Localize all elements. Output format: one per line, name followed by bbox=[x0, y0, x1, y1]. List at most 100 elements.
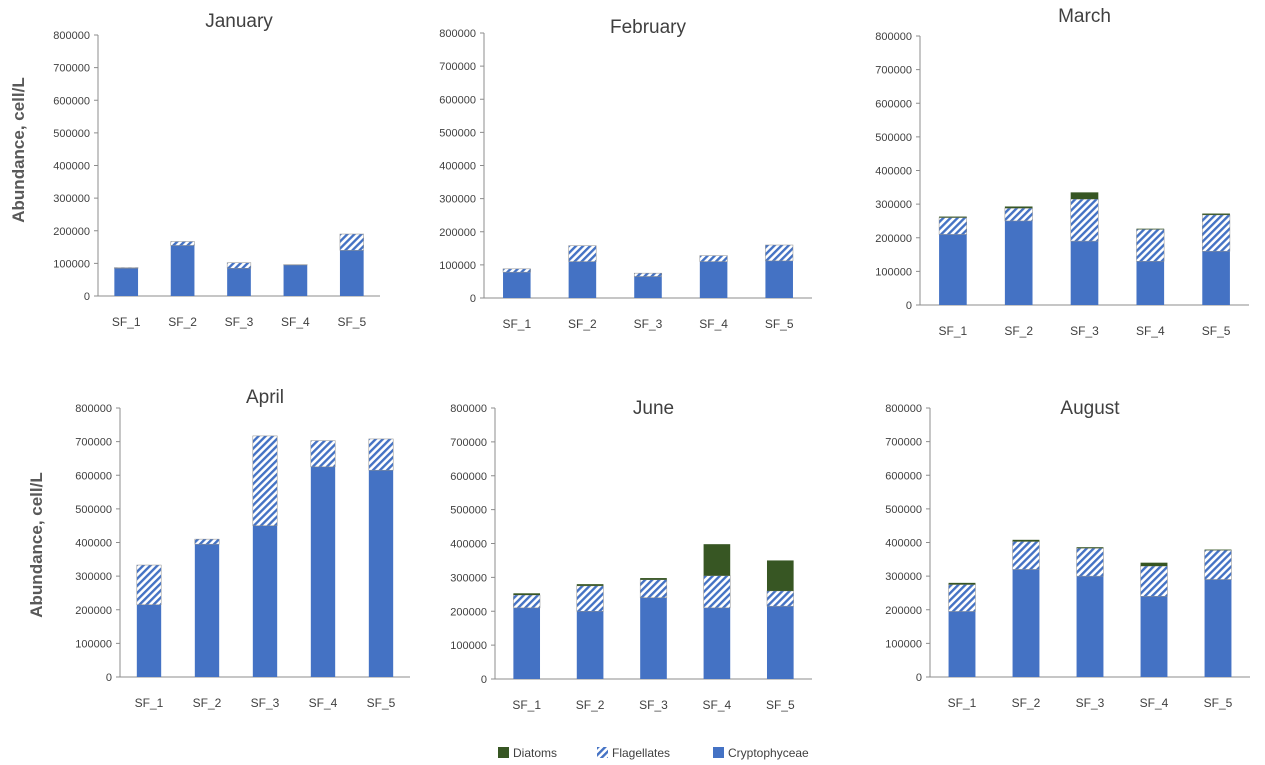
y-tick-label: 300000 bbox=[75, 571, 112, 583]
bar-diatoms-sf_3 bbox=[1076, 547, 1104, 549]
y-tick-label: 600000 bbox=[53, 95, 90, 107]
chart-panel-august: August 0 100000 200000 300000 400000 500000 600… bbox=[885, 398, 1250, 710]
bar-flagellates-sf_4 bbox=[703, 575, 731, 609]
x-tick-label: SF_5 bbox=[765, 317, 794, 331]
bar-cryptophyceae-sf_4 bbox=[1140, 596, 1168, 677]
chart-title: April bbox=[246, 387, 284, 408]
y-tick-label: 300000 bbox=[875, 199, 912, 211]
bar-cryptophyceae-sf_2 bbox=[1004, 220, 1033, 305]
chart-title: March bbox=[1058, 6, 1111, 27]
y-tick-label: 500000 bbox=[53, 128, 90, 140]
y-tick-label: 500000 bbox=[450, 505, 487, 517]
bar-flagellates-sf_5 bbox=[1204, 549, 1232, 580]
bar-flagellates-sf_5 bbox=[765, 244, 794, 262]
legend: Diatoms Flagellates Cryptophyceae bbox=[498, 746, 809, 760]
chart-title: August bbox=[1060, 398, 1120, 419]
x-tick-label: SF_3 bbox=[1076, 696, 1105, 710]
y-tick-label: 100000 bbox=[450, 640, 487, 652]
bar-diatoms-sf_4 bbox=[1140, 562, 1168, 567]
x-tick-label: SF_4 bbox=[699, 317, 728, 331]
y-tick-label: 800000 bbox=[439, 28, 476, 40]
bar-flagellates-sf_3 bbox=[226, 262, 252, 269]
y-tick-label: 0 bbox=[906, 300, 912, 312]
legend-label-cryptophyceae: Cryptophyceae bbox=[728, 746, 809, 760]
y-tick-label: 600000 bbox=[439, 94, 476, 106]
y-tick-label: 500000 bbox=[75, 504, 112, 516]
chart-title: January bbox=[205, 11, 273, 32]
bar-diatoms-sf_4 bbox=[1136, 228, 1165, 230]
y-tick-label: 0 bbox=[84, 291, 90, 303]
y-tick-label: 0 bbox=[106, 672, 112, 684]
y-tick-label: 400000 bbox=[875, 166, 912, 178]
bar-cryptophyceae-sf_2 bbox=[1012, 569, 1040, 677]
bar-diatoms-sf_2 bbox=[1012, 539, 1040, 542]
bar-diatoms-sf_4 bbox=[703, 544, 731, 576]
x-tick-label: SF_4 bbox=[1140, 696, 1169, 710]
bar-cryptophyceae-sf_3 bbox=[634, 276, 662, 298]
y-tick-label: 400000 bbox=[450, 539, 487, 551]
bar-flagellates-sf_3 bbox=[639, 579, 668, 598]
legend-label-diatoms: Diatoms bbox=[513, 746, 557, 760]
x-tick-label: SF_5 bbox=[337, 315, 366, 329]
x-tick-label: SF_1 bbox=[939, 324, 968, 338]
y-tick-label: 700000 bbox=[439, 61, 476, 73]
chart-panel-april: April 0 100000 200000 300000 400000 500000 6000… bbox=[75, 387, 410, 710]
x-tick-label: SF_3 bbox=[1070, 324, 1099, 338]
bar-diatoms-sf_1 bbox=[948, 582, 976, 585]
y-tick-label: 100000 bbox=[875, 266, 912, 278]
bar-cryptophyceae-sf_3 bbox=[227, 268, 251, 296]
bar-flagellates-sf_5 bbox=[766, 590, 794, 607]
y-tick-label: 400000 bbox=[53, 161, 90, 173]
y-tick-label: 600000 bbox=[450, 471, 487, 483]
y-tick-label: 300000 bbox=[439, 194, 476, 206]
y-tick-label: 200000 bbox=[885, 605, 922, 617]
y-tick-label: 200000 bbox=[875, 233, 912, 245]
y-tick-label: 600000 bbox=[75, 470, 112, 482]
bar-cryptophyceae-sf_1 bbox=[513, 607, 541, 679]
x-tick-label: SF_5 bbox=[367, 696, 396, 710]
bar-diatoms-sf_1 bbox=[939, 216, 967, 218]
x-tick-label: SF_1 bbox=[112, 315, 141, 329]
y-tick-label: 700000 bbox=[53, 63, 90, 75]
y-tick-label: 100000 bbox=[75, 638, 112, 650]
y-tick-label: 100000 bbox=[439, 260, 476, 272]
bar-diatoms-sf_3 bbox=[1070, 192, 1099, 200]
x-tick-label: SF_5 bbox=[766, 698, 795, 712]
chart-panel-march: March 0 100000 200000 300000 400000 500000 6000… bbox=[875, 6, 1249, 338]
bar-cryptophyceae-sf_2 bbox=[568, 261, 597, 298]
bar-diatoms-sf_5 bbox=[766, 560, 794, 591]
bar-flagellates-sf_3 bbox=[1070, 198, 1099, 242]
bar-flagellates-sf_4 bbox=[1140, 565, 1168, 597]
bar-cryptophyceae-sf_1 bbox=[939, 234, 967, 305]
bar-flagellates-sf_2 bbox=[568, 245, 597, 262]
bar-flagellates-sf_5 bbox=[339, 233, 364, 251]
legend-swatch-flagellates bbox=[597, 747, 608, 758]
y-tick-label: 500000 bbox=[439, 127, 476, 139]
bar-flagellates-sf_3 bbox=[1076, 547, 1104, 577]
bar-flagellates-sf_1 bbox=[114, 267, 139, 269]
bar-cryptophyceae-sf_3 bbox=[1070, 241, 1099, 305]
bar-cryptophyceae-sf_4 bbox=[703, 607, 731, 679]
x-tick-label: SF_1 bbox=[948, 696, 977, 710]
bar-flagellates-sf_4 bbox=[310, 440, 336, 468]
bar-flagellates-sf_1 bbox=[938, 217, 967, 235]
x-tick-label: SF_3 bbox=[634, 317, 663, 331]
bar-cryptophyceae-sf_4 bbox=[310, 466, 336, 677]
y-tick-label: 500000 bbox=[885, 504, 922, 516]
bar-diatoms-sf_5 bbox=[1204, 549, 1232, 551]
y-tick-label: 500000 bbox=[875, 132, 912, 144]
y-tick-label: 800000 bbox=[450, 403, 487, 415]
legend-swatch-diatoms bbox=[498, 747, 509, 758]
y-tick-label: 400000 bbox=[75, 538, 112, 550]
x-tick-label: SF_3 bbox=[251, 696, 280, 710]
bar-cryptophyceae-sf_5 bbox=[1202, 251, 1230, 305]
y-tick-label: 200000 bbox=[439, 227, 476, 239]
x-tick-label: SF_2 bbox=[193, 696, 222, 710]
x-tick-label: SF_1 bbox=[502, 317, 531, 331]
bar-diatoms-sf_1 bbox=[513, 593, 541, 595]
chart-panel-february: February 0 100000 200000 300000 400000 500000 6… bbox=[439, 17, 812, 331]
y-tick-label: 800000 bbox=[75, 403, 112, 415]
y-tick-label: 800000 bbox=[885, 403, 922, 415]
bar-cryptophyceae-sf_4 bbox=[283, 265, 308, 296]
